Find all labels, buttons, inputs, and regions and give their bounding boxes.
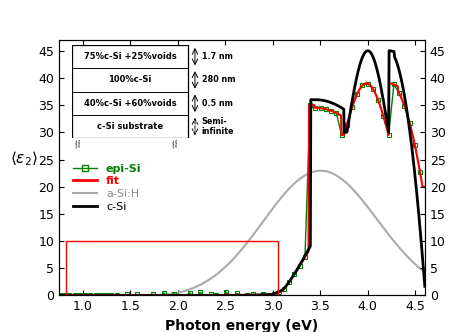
Legend: epi-Si, fit, a-Si:H, c-Si: epi-Si, fit, a-Si:H, c-Si [68, 159, 146, 216]
Text: Semi-
infinite: Semi- infinite [202, 117, 234, 136]
Bar [72, 45, 188, 138]
Text: 280 nm: 280 nm [202, 75, 235, 84]
Text: 0.5 nm: 0.5 nm [202, 99, 233, 108]
Text: 100%c-Si: 100%c-Si [109, 75, 152, 84]
Text: 1.7 nm: 1.7 nm [202, 52, 233, 61]
Bar [66, 241, 278, 295]
Y-axis label: $\langle\varepsilon_2\rangle$: $\langle\varepsilon_2\rangle$ [10, 149, 38, 168]
Text: 75%c-Si +25%voids: 75%c-Si +25%voids [84, 52, 177, 61]
Text: //: // [75, 139, 83, 149]
Text: 40%c-Si +60%voids: 40%c-Si +60%voids [84, 99, 177, 108]
Text: //: // [171, 139, 179, 149]
Text: c-Si substrate: c-Si substrate [97, 122, 163, 131]
X-axis label: Photon energy (eV): Photon energy (eV) [165, 319, 319, 332]
